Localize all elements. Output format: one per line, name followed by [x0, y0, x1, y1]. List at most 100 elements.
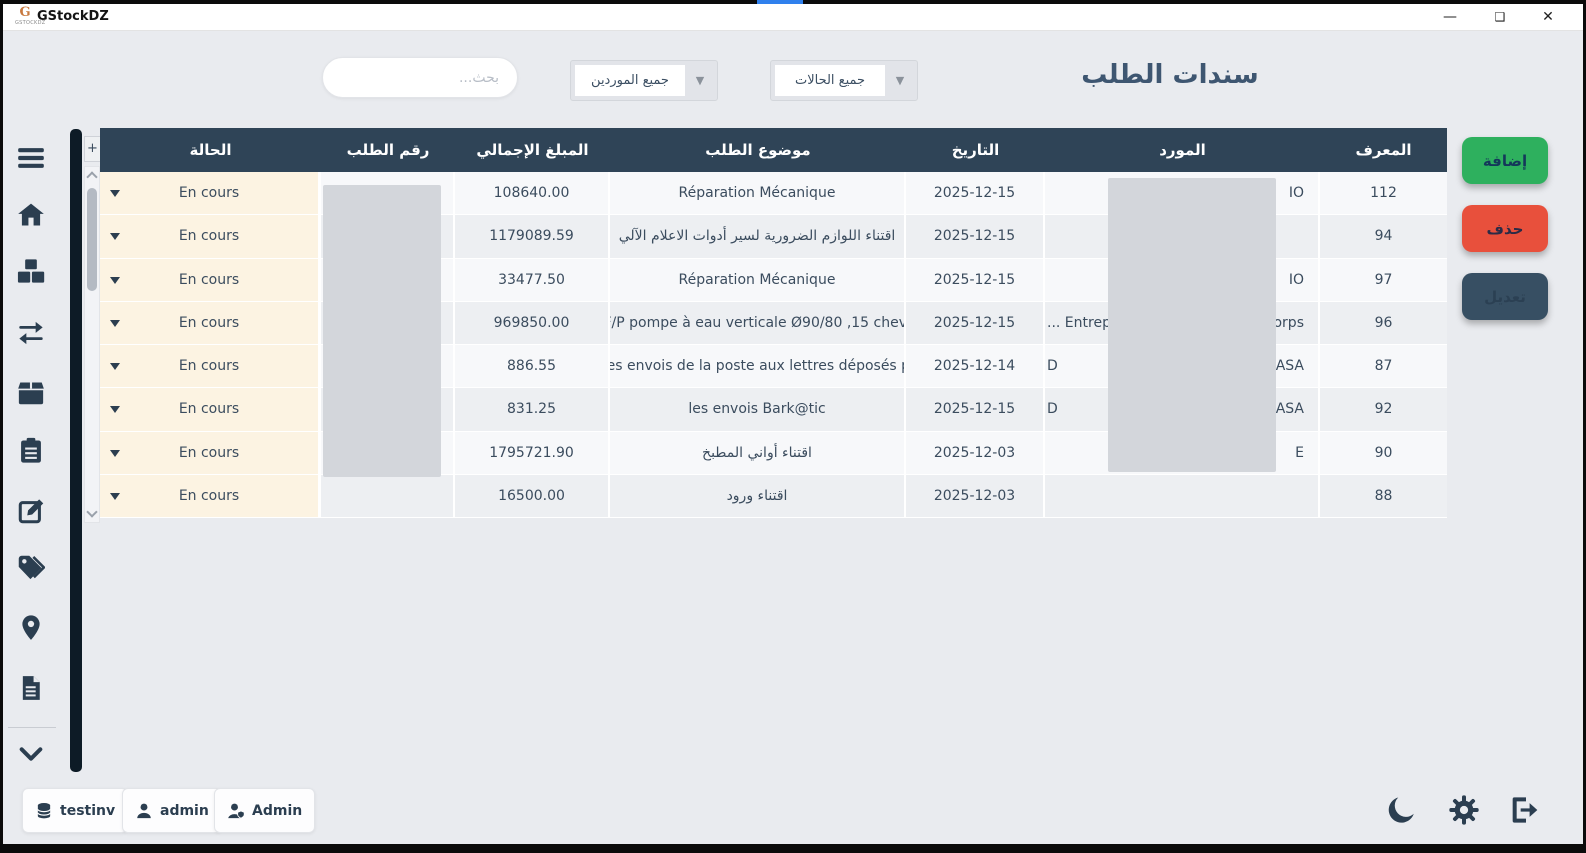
- status-value: En cours: [178, 487, 240, 504]
- sidebar-divider: [8, 727, 56, 728]
- status-dropdown-cell[interactable]: En cours: [100, 388, 321, 431]
- supplier-cell: [1045, 215, 1320, 258]
- scroll-down-arrow[interactable]: [86, 506, 98, 518]
- window-right-edge: [1583, 0, 1586, 853]
- redaction-overlay: [1108, 178, 1276, 472]
- home-icon[interactable]: [17, 201, 45, 229]
- chevron-down-icon[interactable]: [110, 406, 120, 414]
- order-number-cell: [321, 431, 455, 474]
- add-row-button[interactable]: +: [84, 136, 101, 162]
- amount-cell: 1179089.59: [455, 215, 610, 258]
- orders-icon[interactable]: [17, 437, 45, 465]
- locations-icon[interactable]: [17, 614, 45, 642]
- table-row[interactable]: En cours 16500.00 اقتناء ورود 2025-12-03…: [100, 474, 1447, 518]
- role-name: Admin: [252, 802, 303, 819]
- table-header: الحالة رقم الطلب المبلغ الإجمالي موضوع ا…: [100, 128, 1447, 172]
- id-cell: 87: [1374, 358, 1393, 375]
- supplier-fragment-left: D: [1047, 401, 1058, 418]
- date-cell: 2025-12-15: [906, 215, 1045, 258]
- chevron-down-icon[interactable]: [110, 233, 120, 241]
- vertical-scrollbar[interactable]: [84, 166, 100, 523]
- maximize-button[interactable]: ❑: [1494, 10, 1506, 24]
- chevron-down-icon[interactable]: [110, 492, 120, 500]
- supplier-fragment-right: E: [1295, 444, 1304, 461]
- edit-icon[interactable]: [17, 497, 45, 525]
- status-dropdown-cell[interactable]: En cours: [100, 431, 321, 474]
- transfers-icon[interactable]: [17, 319, 45, 347]
- order-number-cell: [321, 172, 455, 215]
- package-icon[interactable]: [17, 379, 45, 407]
- chevron-down-icon[interactable]: [110, 190, 120, 198]
- amount-cell: 108640.00: [455, 172, 610, 215]
- date-cell: 2025-12-14: [906, 345, 1045, 388]
- close-button[interactable]: ✕: [1542, 9, 1554, 25]
- status-dropdown-cell[interactable]: En cours: [100, 345, 321, 388]
- settings-button[interactable]: [1448, 794, 1480, 826]
- status-value: En cours: [178, 185, 240, 202]
- subject-cell: Réparation Mécanique: [610, 258, 906, 301]
- menu-icon[interactable]: [17, 144, 45, 172]
- page-title: سندات الطلب: [1081, 60, 1259, 90]
- search-input[interactable]: [323, 58, 517, 97]
- status-dropdown-cell[interactable]: En cours: [100, 301, 321, 344]
- supplier-fragment-right: ASA: [1275, 401, 1304, 418]
- supplier-cell: [1045, 474, 1320, 517]
- chevron-down-icon[interactable]: [110, 319, 120, 327]
- search-container: [322, 57, 518, 98]
- supplier-fragment-left: D: [1047, 358, 1058, 375]
- user-chip[interactable]: admin: [122, 788, 222, 833]
- delete-button[interactable]: حذف: [1462, 205, 1548, 252]
- minimize-button[interactable]: —: [1443, 9, 1457, 25]
- status-dropdown-cell[interactable]: En cours: [100, 215, 321, 258]
- edit-button[interactable]: تعديل: [1462, 273, 1548, 320]
- tags-icon[interactable]: [17, 554, 45, 582]
- status-dropdown-cell[interactable]: En cours: [100, 474, 321, 517]
- chevron-down-icon[interactable]: [110, 363, 120, 371]
- subject-cell: اقتناء اللوازم الضرورية لسير أدوات الاعل…: [610, 215, 906, 258]
- redaction-overlay: [323, 185, 441, 477]
- user-icon: [137, 803, 151, 818]
- supplier-fragment-right: IO: [1288, 271, 1304, 288]
- role-chip[interactable]: Admin: [214, 788, 316, 833]
- supplier-cell: D ASA: [1045, 345, 1320, 388]
- dark-mode-button[interactable]: [1386, 794, 1418, 826]
- supplier-filter-dropdown[interactable]: جميع الموردين ▼: [570, 60, 718, 101]
- status-value: En cours: [178, 314, 240, 331]
- status-filter-value: جميع الحالات: [775, 65, 885, 96]
- status-value: En cours: [178, 401, 240, 418]
- logout-button[interactable]: [1508, 794, 1540, 826]
- scrollbar-thumb[interactable]: [87, 188, 97, 291]
- stock-icon[interactable]: [17, 257, 45, 285]
- column-header-order-no: رقم الطلب: [346, 141, 430, 159]
- database-icon: [37, 802, 51, 818]
- status-dropdown-cell[interactable]: En cours: [100, 172, 321, 215]
- supplier-fragment-left: ... Entrep: [1047, 314, 1111, 331]
- column-header-status: الحالة: [189, 141, 232, 159]
- window-top-accent: [757, 0, 803, 4]
- id-cell: 97: [1374, 271, 1393, 288]
- chevron-down-icon[interactable]: [110, 276, 120, 284]
- add-button[interactable]: إضافة: [1462, 137, 1548, 184]
- app-logo-icon: G GSTOCKDZ: [15, 5, 46, 27]
- status-value: En cours: [178, 444, 240, 461]
- column-header-subject: موضوع الطلب: [705, 141, 811, 159]
- supplier-filter-value: جميع الموردين: [575, 65, 685, 96]
- status-value: En cours: [178, 271, 240, 288]
- chevron-down-icon[interactable]: ▼: [895, 74, 905, 87]
- chevron-down-icon[interactable]: [110, 449, 120, 457]
- table-side-bar: [70, 129, 82, 772]
- id-cell: 88: [1374, 487, 1393, 504]
- supplier-cell: D ASA: [1045, 388, 1320, 431]
- id-cell: 96: [1374, 314, 1393, 331]
- documents-icon[interactable]: [17, 674, 45, 702]
- status-dropdown-cell[interactable]: En cours: [100, 258, 321, 301]
- date-cell: 2025-12-15: [906, 172, 1045, 215]
- chevron-down-icon[interactable]: ▼: [695, 74, 705, 87]
- status-filter-dropdown[interactable]: جميع الحالات ▼: [770, 60, 918, 101]
- scroll-up-arrow[interactable]: [86, 171, 98, 183]
- date-cell: 2025-12-15: [906, 388, 1045, 431]
- expand-more-icon[interactable]: [17, 740, 45, 768]
- status-value: En cours: [178, 358, 240, 375]
- subject-cell: ... Les envois de la poste aux lettres d…: [610, 345, 906, 388]
- database-chip[interactable]: testinv: [22, 788, 129, 833]
